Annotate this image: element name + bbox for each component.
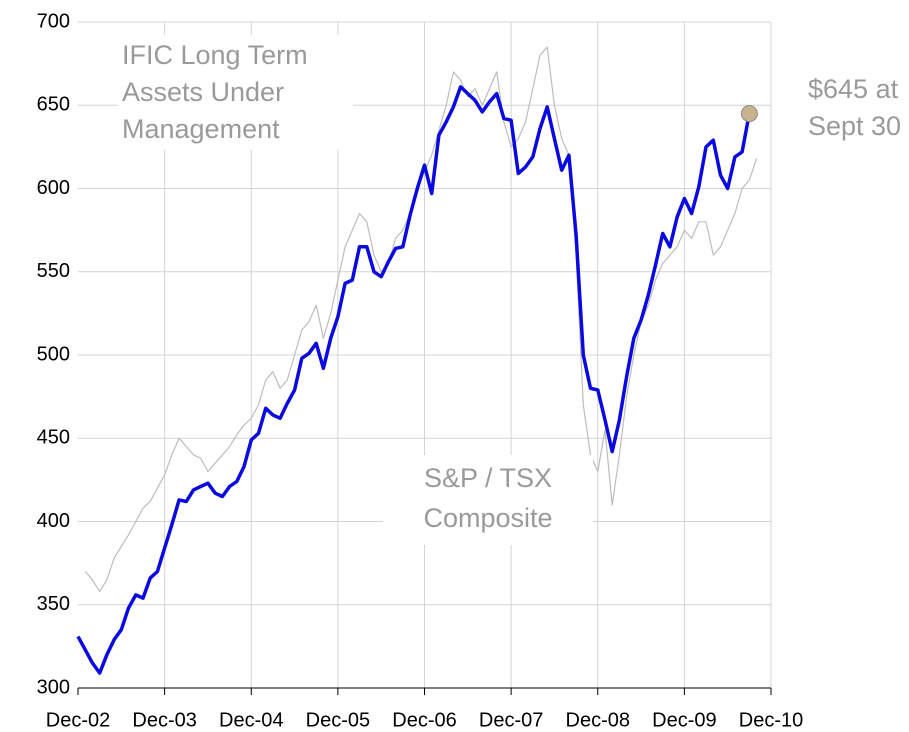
- label-background: [383, 455, 593, 545]
- annotation: Management: [122, 114, 280, 144]
- annotation: Sept 30: [808, 111, 901, 141]
- x-tick-label: Dec-05: [306, 709, 370, 731]
- y-tick-label: 650: [37, 94, 70, 116]
- y-tick-label: 400: [37, 510, 70, 532]
- y-tick-label: 700: [37, 10, 70, 32]
- y-tick-label: 550: [37, 260, 70, 282]
- x-tick-label: Dec-02: [46, 709, 110, 731]
- x-tick-label: Dec-07: [479, 709, 543, 731]
- label-background: [118, 35, 353, 150]
- annotation: Composite: [423, 503, 552, 533]
- y-tick-label: 600: [37, 177, 70, 199]
- y-tick-label: 450: [37, 427, 70, 449]
- annotation: IFIC Long Term: [122, 40, 308, 70]
- x-tick-label: Dec-08: [566, 709, 630, 731]
- y-tick-label: 500: [37, 343, 70, 365]
- annotation: S&P / TSX: [424, 463, 552, 493]
- x-tick-label: Dec-10: [739, 709, 803, 731]
- annotation: Assets Under: [122, 77, 284, 107]
- end-marker: [740, 105, 758, 123]
- y-tick-label: 300: [37, 676, 70, 698]
- annotation: $645 at: [808, 74, 899, 104]
- x-tick-label: Dec-03: [132, 709, 196, 731]
- x-tick-label: Dec-06: [392, 709, 456, 731]
- x-tick-label: Dec-04: [219, 709, 283, 731]
- x-tick-label: Dec-09: [652, 709, 716, 731]
- series-line: [76, 85, 752, 675]
- y-tick-label: 350: [37, 593, 70, 615]
